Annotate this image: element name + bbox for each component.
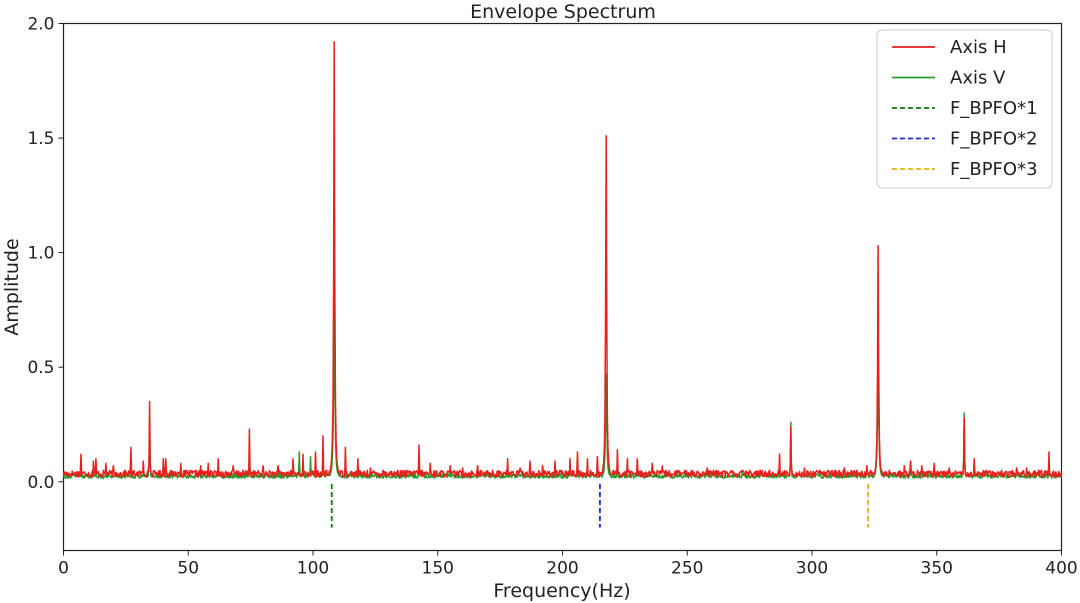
series-line-axis-h [62,41,1063,478]
legend-label: Axis V [950,68,1006,89]
x-tick-label: 300 [796,559,828,579]
y-tick-label: 1.0 [27,244,54,264]
x-tick-label: 200 [546,559,578,579]
x-tick-label: 400 [1045,559,1077,579]
legend: Axis H Axis V F_BPFO*1 F_BPFO*2 F_BPFO*3 [876,29,1053,189]
chart-title: Envelope Spectrum [470,1,656,23]
legend-label: F_BPFO*2 [950,129,1038,150]
x-tick-label: 150 [422,559,454,579]
legend-box [876,29,1053,189]
y-tick-label: 0.0 [27,473,54,493]
x-tick-label: 0 [58,559,69,579]
x-tick-label: 100 [297,559,329,579]
y-axis-title: Amplitude [1,238,23,335]
y-tick-label: 2.0 [27,15,54,35]
marker-layer [330,484,870,528]
x-tick-label: 250 [671,559,703,579]
x-axis-title: Frequency(Hz) [493,580,630,602]
series-layer [62,41,1063,479]
x-tick-label: 350 [921,559,953,579]
tick-layer: 0 50 100 150 200 250 300 350 400 0.0 0.5 1.0 1.5 2.0 [27,15,1077,579]
legend-label: Axis H [950,37,1007,58]
y-tick-label: 1.5 [27,129,54,149]
legend-label: F_BPFO*3 [950,159,1038,180]
y-tick-label: 0.5 [27,358,54,378]
legend-label: F_BPFO*1 [950,98,1038,119]
series-line-axis-v [62,288,1063,479]
x-tick-label: 50 [177,559,199,579]
